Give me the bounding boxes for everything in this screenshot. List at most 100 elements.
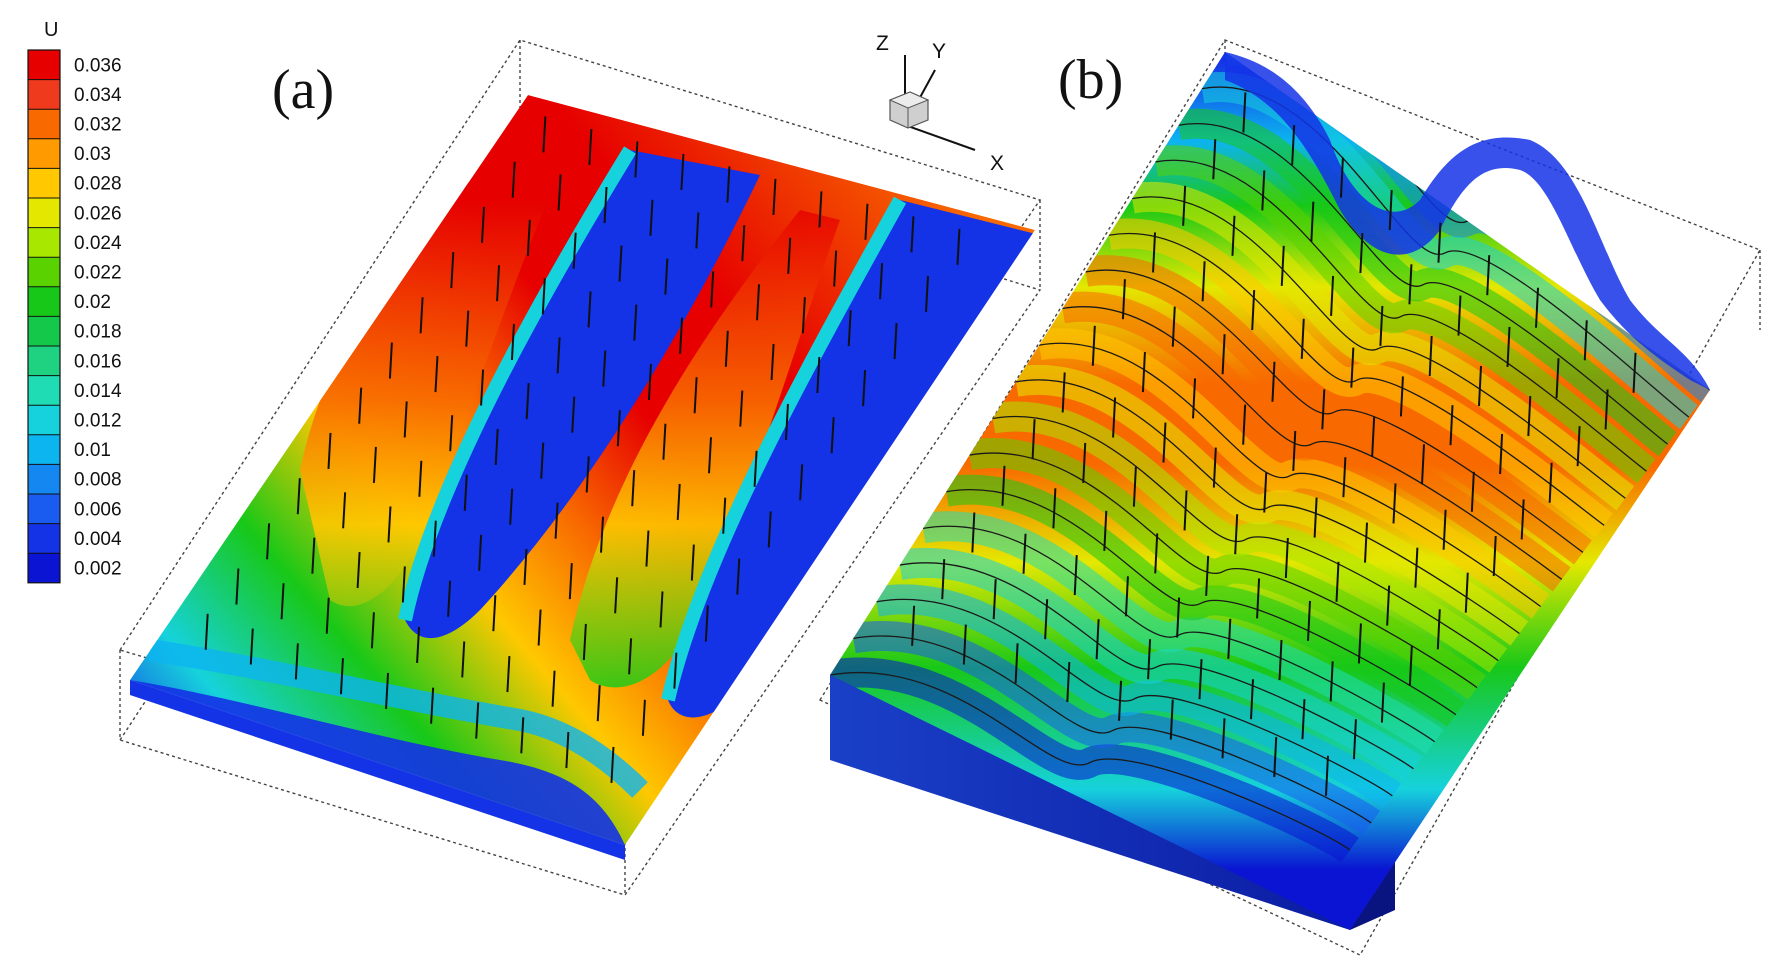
legend-tick-label: 0.024 xyxy=(74,233,122,254)
vector-needle xyxy=(1442,509,1447,550)
vector-needle xyxy=(1022,533,1027,574)
surface-contour-line xyxy=(1108,232,1605,526)
legend-tick-label: 0.01 xyxy=(74,440,111,461)
legend-tick-labels: 0.036 0.034 0.032 0.03 0.028 0.026 0.024 0.022 0… xyxy=(74,55,122,579)
vector-needle xyxy=(1263,472,1268,513)
vector-needle xyxy=(565,732,570,769)
vector-needle xyxy=(1192,378,1197,419)
vector-needle xyxy=(1234,514,1239,555)
vector-needle xyxy=(971,512,976,553)
surface-contour-line xyxy=(1155,159,1647,472)
vector-needle xyxy=(614,577,619,614)
vector-needle xyxy=(1221,718,1226,759)
vector-needle xyxy=(628,638,633,675)
legend-border xyxy=(27,49,61,584)
vector-needle xyxy=(722,497,727,534)
vector-needle xyxy=(432,520,437,557)
legend-swatch xyxy=(28,79,60,110)
surface-contour-line xyxy=(853,635,1372,824)
vector-needle xyxy=(893,322,898,360)
vector-needle xyxy=(1231,215,1236,256)
vector-needle xyxy=(816,356,821,394)
panel-b-3d-surface: (b) xyxy=(818,39,1762,956)
panel-a-label: (a) xyxy=(272,59,334,121)
vector-needle xyxy=(1388,190,1393,231)
vector-needle xyxy=(1118,680,1123,721)
legend-swatch xyxy=(28,227,60,258)
vector-needle xyxy=(1421,444,1425,485)
legend-tick-label: 0.03 xyxy=(74,144,111,165)
vector-needle xyxy=(1464,572,1469,613)
vector-needle xyxy=(1357,623,1362,664)
vector-needle xyxy=(571,396,576,433)
vector-needle xyxy=(1221,334,1226,375)
vector-needle xyxy=(992,579,997,620)
vector-needle xyxy=(925,275,929,312)
vector-needle xyxy=(358,387,363,424)
surface-contour-line xyxy=(992,415,1499,662)
vector-needle xyxy=(833,250,838,287)
vector-needle xyxy=(1301,699,1306,740)
surface-contour-line xyxy=(1039,342,1541,607)
vector-needle xyxy=(1162,422,1167,463)
vector-needle xyxy=(1250,679,1254,720)
vector-needle xyxy=(799,464,804,501)
surface-contour-line xyxy=(876,598,1393,797)
vector-needle xyxy=(540,442,545,479)
vector-needle xyxy=(1061,372,1066,413)
vector-needle xyxy=(1147,639,1152,680)
vector-needle xyxy=(1342,457,1347,498)
vector-needle xyxy=(1171,306,1176,347)
vector-needle xyxy=(1457,295,1462,336)
vector-needle xyxy=(693,377,698,414)
vector-needle xyxy=(385,672,390,710)
vector-needle xyxy=(1359,232,1364,274)
vector-needle xyxy=(204,613,209,650)
vector-needle xyxy=(1292,430,1297,471)
legend-tick-label: 0.002 xyxy=(74,559,122,580)
vector-needle xyxy=(618,245,623,282)
vector-needle xyxy=(461,641,466,678)
legend-swatch xyxy=(28,198,60,228)
vector-needle xyxy=(249,628,254,665)
legend-swatch xyxy=(28,523,60,554)
vector-needle xyxy=(787,237,792,274)
vector-needle xyxy=(631,470,636,507)
vector-needle xyxy=(509,488,514,525)
vector-needle xyxy=(1506,326,1511,367)
vector-needle xyxy=(556,337,561,374)
vector-needle xyxy=(1273,737,1278,778)
vector-needle xyxy=(645,530,650,567)
orientation-axes-triad: Z Y X xyxy=(876,32,1004,175)
vector-needle xyxy=(633,304,638,341)
vector-needle xyxy=(434,356,439,393)
legend-tick-label: 0.016 xyxy=(74,351,122,372)
vector-needle xyxy=(818,191,823,228)
vector-needle xyxy=(1212,447,1217,488)
vector-needle xyxy=(910,216,915,253)
surface-contour-line xyxy=(1062,306,1563,580)
legend-swatch xyxy=(28,375,60,406)
vector-needle xyxy=(941,559,946,600)
vector-needle xyxy=(862,370,867,407)
vector-needle xyxy=(1132,466,1137,507)
vector-needle xyxy=(1392,483,1397,524)
legend-tick-label: 0.022 xyxy=(74,263,122,284)
vector-needle xyxy=(649,199,654,236)
axis-y-label: Y xyxy=(932,40,946,63)
vector-needle xyxy=(784,403,789,440)
vector-needle xyxy=(1261,170,1266,211)
vector-needle xyxy=(526,219,531,256)
vector-needle xyxy=(542,116,547,153)
vector-needle xyxy=(419,297,424,334)
vector-needle xyxy=(1339,157,1344,198)
vector-needle xyxy=(736,558,741,595)
surface-contour-line xyxy=(899,562,1414,770)
vector-needle xyxy=(551,670,556,707)
vector-needle xyxy=(1256,578,1261,619)
vector-needle xyxy=(1300,318,1305,359)
vector-needle xyxy=(557,174,562,211)
vector-needle xyxy=(1364,522,1368,563)
vector-needle xyxy=(506,656,511,693)
